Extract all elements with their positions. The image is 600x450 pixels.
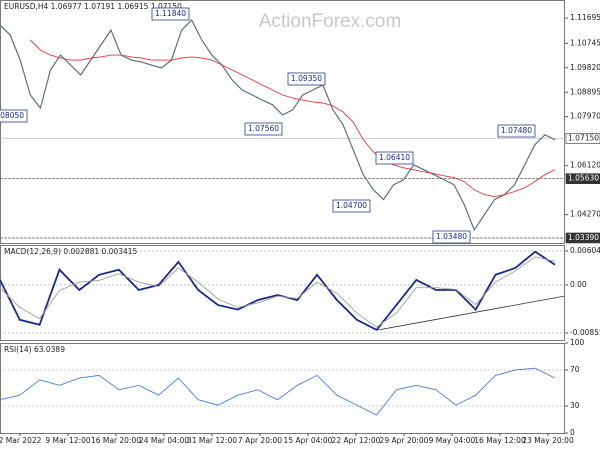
annotation-box: [287, 72, 326, 86]
x-tick-label: 23 May 20:00: [522, 436, 574, 445]
annotation-box: [375, 151, 414, 165]
annotation-label: 1.07480: [501, 126, 532, 135]
series-line: [0, 250, 556, 332]
annotation-label: 1.08050: [0, 111, 24, 120]
annotation-box: [244, 122, 283, 136]
level-box: [565, 133, 600, 144]
panel-frame: [0, 343, 565, 434]
panel-title: EURUSD,H4 1.06977 1.07191 1.06915 1.0715…: [4, 2, 182, 11]
y-tick-label: 1.07970: [570, 112, 600, 121]
y-tick-label: 0: [570, 428, 575, 437]
annotation-label: 1.09350: [291, 74, 322, 83]
annotation-box: [0, 109, 28, 123]
annotation-box: [151, 7, 190, 21]
annotation-label: 1.11840: [155, 9, 186, 18]
x-tick-label: 2 Mar 2022: [0, 436, 42, 445]
level-box: [565, 232, 600, 244]
y-tick-label: 1.08895: [570, 87, 600, 96]
x-tick-label: 9 May 04:00: [429, 436, 476, 445]
y-tick-label: 70: [570, 365, 580, 374]
x-tick-label: 24 Mar 04:00: [139, 436, 189, 445]
x-tick-label: 9 Mar 12:00: [45, 436, 91, 445]
y-tick-label: 1.04270: [570, 210, 600, 219]
level-label: 1.03390: [568, 233, 599, 242]
series-line: [29, 39, 556, 198]
y-tick-label: -0.008552: [570, 328, 600, 337]
annotation-box: [432, 230, 471, 244]
annotation-box: [332, 199, 371, 213]
panel-title: RSI(14) 63.0389: [4, 345, 65, 354]
y-tick-label: 0.00: [570, 280, 587, 289]
panel-title: MACD(12,26,9) 0.002881 0.003415: [4, 247, 138, 256]
annotation-box: [497, 124, 536, 138]
y-tick-label: 30: [570, 401, 580, 410]
y-tick-label: 1.10745: [570, 38, 600, 47]
x-tick-label: 7 Apr 20:00: [238, 436, 282, 445]
annotation-label: 1.04700: [336, 201, 367, 210]
y-tick-label: 1.09820: [570, 63, 600, 72]
watermark: ActionForex.com: [259, 11, 402, 32]
series-line: [0, 256, 556, 328]
level-box: [565, 173, 600, 184]
panel-frame: [0, 245, 565, 341]
y-tick-label: 1.11695: [570, 13, 600, 22]
level-label: 1.05630: [568, 174, 599, 183]
x-tick-label: 15 Apr 04:00: [284, 436, 333, 445]
annotation-label: 1.06410: [379, 153, 410, 162]
x-tick-label: 31 Mar 12:00: [187, 436, 237, 445]
series-line: [0, 367, 556, 416]
annotation-label: 1.03480: [436, 232, 467, 241]
x-tick-label: 22 Apr 12:00: [332, 436, 381, 445]
annotation-label: 1.07560: [248, 124, 279, 133]
y-tick-label: 100: [570, 338, 585, 347]
level-label: 1.07150: [568, 133, 599, 142]
trend-line: [377, 295, 566, 331]
y-tick-label: 0.006043: [570, 246, 600, 255]
x-tick-label: 16 Mar 20:00: [91, 436, 141, 445]
x-tick-label: 16 May 12:00: [474, 436, 526, 445]
x-tick-label: 29 Apr 20:00: [380, 436, 429, 445]
y-tick-label: 1.06120: [570, 161, 600, 170]
